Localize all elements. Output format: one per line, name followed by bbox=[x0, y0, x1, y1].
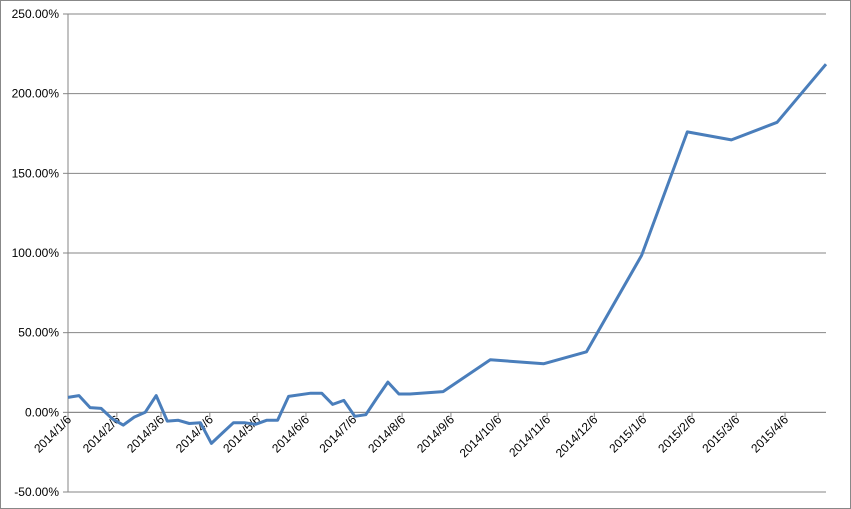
y-tick-label: 0.00% bbox=[25, 405, 59, 419]
y-tick-label: 100.00% bbox=[12, 246, 60, 260]
y-tick-label: 250.00% bbox=[12, 7, 60, 21]
y-tick-label: 150.00% bbox=[12, 166, 60, 180]
y-tick-label: -50.00% bbox=[14, 485, 59, 499]
y-tick-label: 50.00% bbox=[18, 326, 59, 340]
series-line bbox=[67, 63, 828, 445]
y-tick-label: 200.00% bbox=[12, 87, 60, 101]
